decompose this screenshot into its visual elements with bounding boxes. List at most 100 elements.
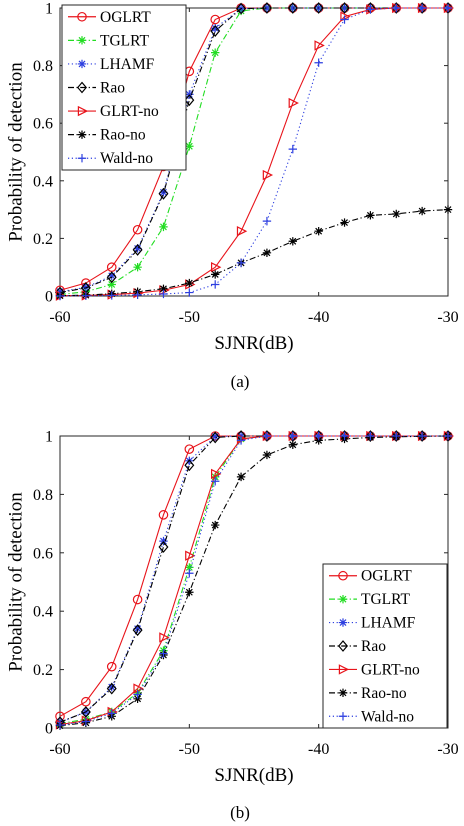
panel-a-data-point [392,209,401,219]
panel-a-data-point [287,2,298,14]
panel-b-data-point [262,450,272,460]
panel-a-data-point [185,142,194,151]
panel-b-y-tick-label: 1 [45,429,53,446]
panel-a-x-axis-label: SJNR(dB) [214,333,293,354]
panel-a-data-point [262,169,274,181]
panel-a-legend-marker [77,36,87,45]
panel-a-data-point [236,2,247,15]
panel-a-legend-marker [77,81,87,94]
panel-b-legend-label: Rao [361,638,386,655]
panel-a-data-point [159,222,168,232]
panel-b-data-point [185,588,194,597]
panel-a-data-point [159,289,168,299]
panel-a-data-point [159,284,168,293]
panel-a-data-point [211,270,220,279]
panel-b-data-point [262,431,272,441]
panel-b-legend-marker [338,664,350,675]
panel-a-data-point [288,3,297,13]
panel-b-chart: -60 -50 -40 -30 0 0.2 0.4 0.6 0.8 1 SJNR(dB) Probab… [6,429,459,823]
panel-a-data-point [106,271,117,284]
panel-a-series-line [59,7,448,293]
panel-b-y-tick-label: 0.2 [33,662,53,679]
panel-a-legend-label: LHAMF [100,56,155,73]
panel-b-data-point [211,477,220,486]
panel-a-data-point [210,14,220,25]
panel-b-data-point [185,550,196,561]
panel-a-data-point [314,227,323,236]
panel-a-legend: OGLRT TGLRT LHAMF Rao GLRT-no Rao-no Wald-no [61,4,187,171]
panel-a-data-point [236,258,246,268]
panel-a-data-point [184,94,195,107]
panel-b-data-point [185,569,194,578]
panel-a-data-point [262,216,272,226]
panel-a-x-tick-label: -60 [49,309,70,326]
panel-b-legend-marker [338,640,348,652]
panel-b-data-point [132,624,143,637]
panel-a-data-point [392,3,401,13]
panel-a-data-point [443,3,453,13]
panel-a-data-point [236,226,248,237]
panel-b-x-tick-label: -60 [49,741,70,758]
panel-a-legend-marker [77,59,87,69]
panel-a-series-rao-no [55,205,453,300]
panel-b-data-point [211,520,220,530]
panel-a-data-point [133,290,142,300]
panel-b-data-point [314,436,323,445]
panel-a-legend-marker [77,105,89,117]
panel-a-data-point [132,243,143,256]
panel-a-x-tick-label: -40 [308,309,329,326]
panel-b-series-wald-no [55,431,453,730]
panel-a-chart: -60 -50 -40 -30 0 0.2 0.4 0.6 0.8 1 SJNR(dB) Probab… [6,1,459,392]
panel-a-legend-marker [77,154,87,163]
panel-b-data-point [80,706,91,718]
panel-b-series-line [59,435,449,727]
panel-a-data-point [133,263,142,272]
panel-a-data-point [132,224,143,235]
panel-a-data-point [314,58,323,67]
panel-b-x-axis-label: SJNR(dB) [214,765,293,786]
panel-a-data-point [133,244,142,253]
panel-a-y-tick-label: 0 [45,289,53,306]
panel-b-data-point [107,709,116,718]
panel-b-data-point [340,431,349,441]
panel-b-legend-marker [338,618,348,627]
panel-a-y-tick-label: 0.4 [33,173,53,190]
panel-b-data-point [107,682,116,692]
panel-b-data-point [158,541,169,553]
panel-b-data-point [211,432,220,441]
panel-b-data-point [158,510,169,520]
panel-a-data-point [158,187,169,200]
panel-b-legend-label: LHAMF [361,615,416,632]
panel-b-data-point [81,717,91,726]
panel-b-legend-label: GLRT-no [361,661,420,678]
panel-b-series-line [59,435,448,726]
panel-a-data-point [288,97,299,109]
panel-a-data-point [210,25,221,37]
panel-a-y-tick-label: 0.8 [33,58,53,75]
panel-a-series-line [59,7,448,297]
panel-b-y-axis-label: Probability of detection [6,492,27,672]
panel-b-legend-marker [338,712,348,721]
panel-b-caption: (b) [230,803,250,822]
panel-b-data-point [366,431,375,441]
panel-a-data-point [211,48,220,57]
panel-b-legend-label: Rao-no [361,685,407,702]
panel-b-series-line [59,435,448,726]
panel-a-series-line [59,209,449,297]
panel-b-y-tick-label: 0 [45,721,53,738]
panel-a-data-point [417,3,427,13]
panel-a-data-point [55,291,65,301]
panel-b-data-point [184,459,195,472]
panel-a-y-axis-label: Probability of detection [6,62,27,242]
panel-a-data-point [417,206,427,216]
panel-a-series-line [59,7,448,297]
panel-a-data-point [185,278,194,288]
panel-b-data-point [443,431,453,441]
panel-a-data-point [107,271,116,281]
panel-a-data-point [185,288,194,297]
panel-b-data-point [81,696,91,707]
panel-a-data-point [107,280,116,289]
panel-b-legend-marker [338,570,348,581]
panel-a-y-tick-label: 0.2 [33,231,53,248]
